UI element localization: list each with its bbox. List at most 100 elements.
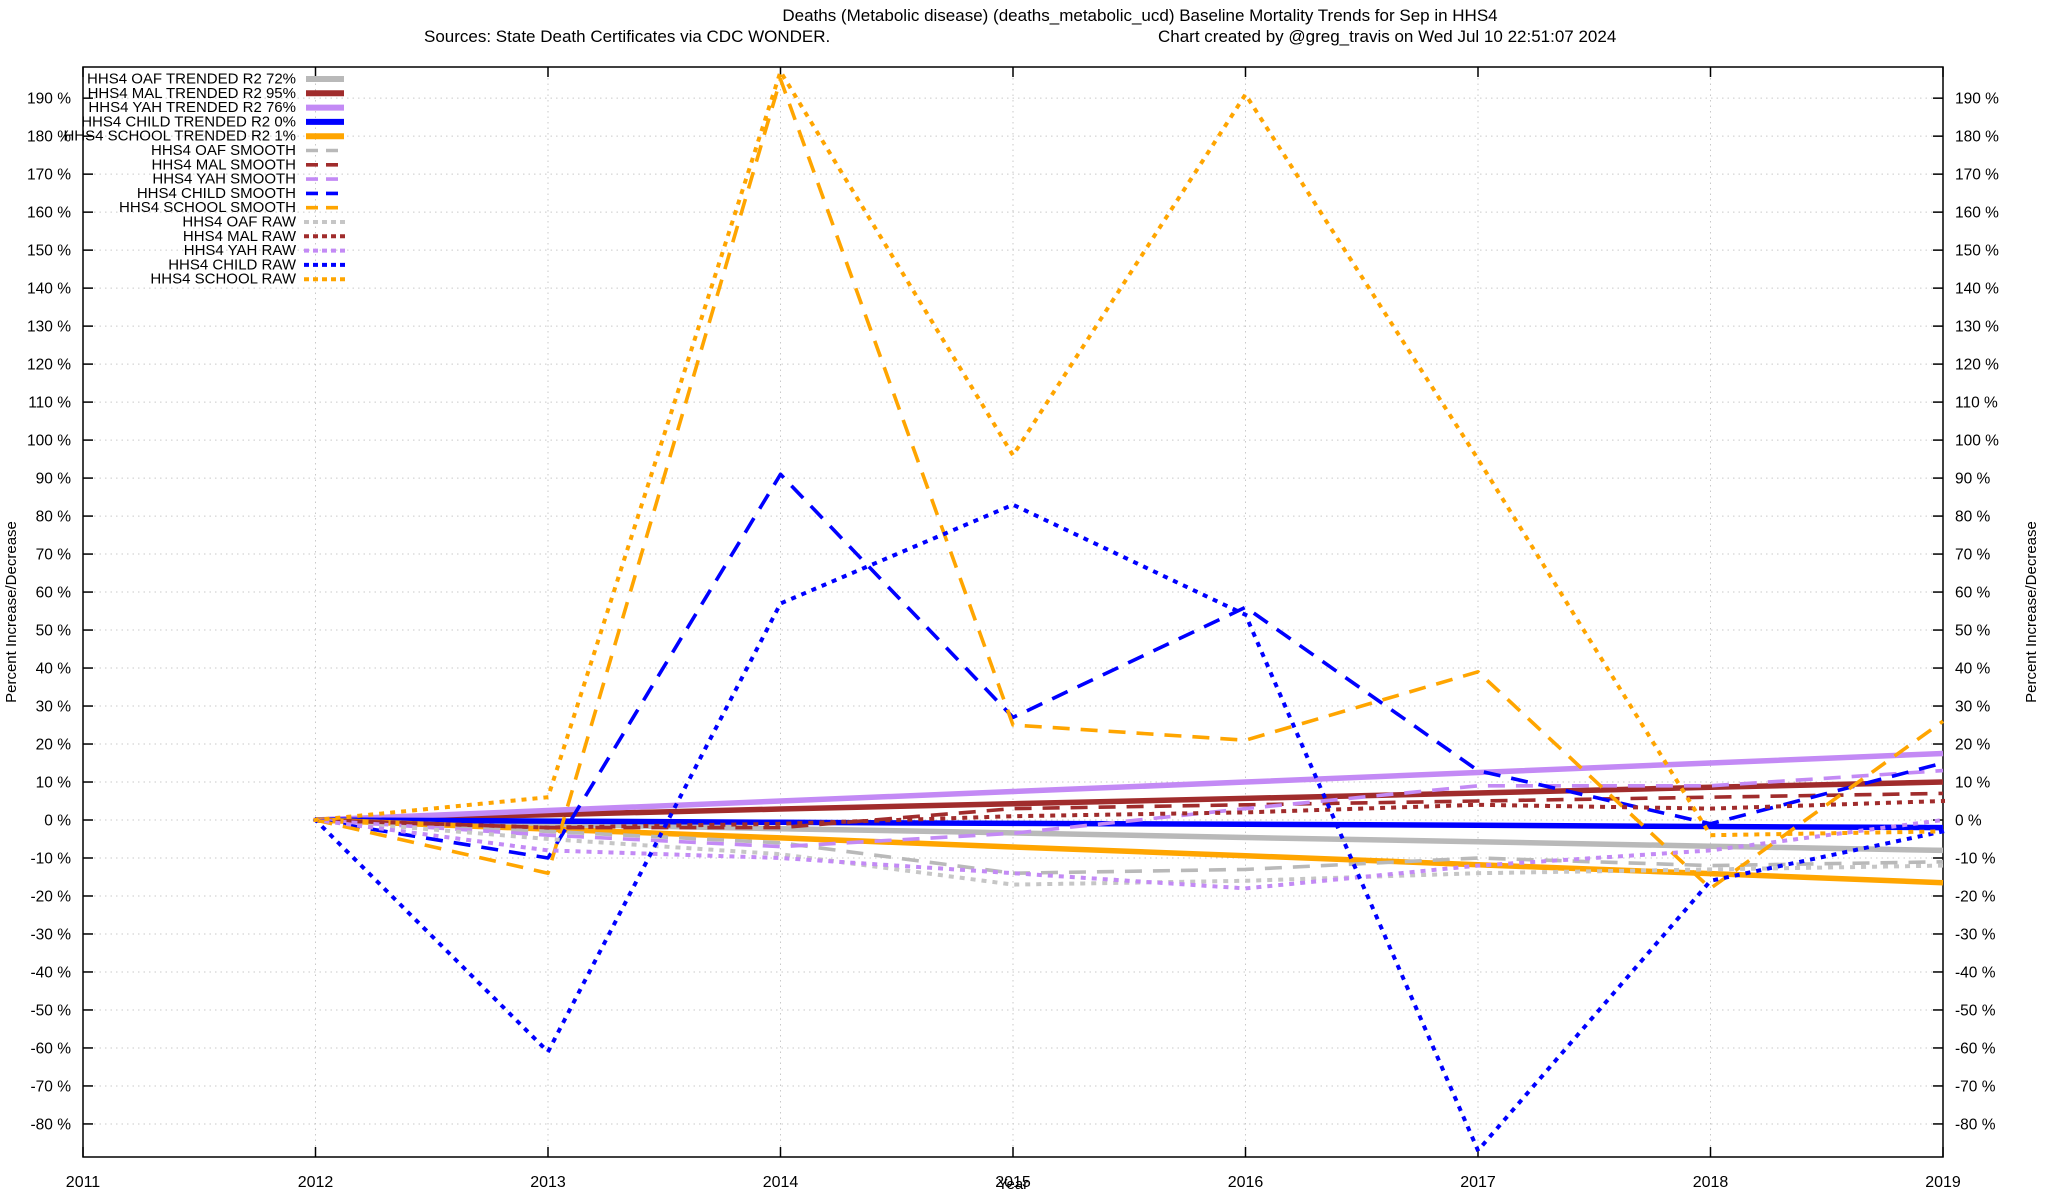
y-tick-label-left: -40 % bbox=[31, 964, 72, 981]
x-tick-label: 2011 bbox=[66, 1174, 101, 1191]
y-tick-label-right: 0 % bbox=[1955, 813, 1982, 830]
y-tick-label-left: 30 % bbox=[36, 699, 72, 716]
y-tick-label-left: 100 % bbox=[27, 433, 71, 450]
y-tick-label-right: -50 % bbox=[1955, 1002, 1996, 1019]
y-tick-label-left: 10 % bbox=[36, 775, 72, 792]
legend-label-hhs4-child-trended: HHS4 CHILD TRENDED R2 0% bbox=[81, 113, 296, 130]
x-tick-label: 2017 bbox=[1460, 1174, 1496, 1191]
x-tick-label: 2014 bbox=[763, 1174, 799, 1191]
x-tick-label: 2013 bbox=[530, 1174, 566, 1191]
y-tick-label-right: 60 % bbox=[1955, 585, 1991, 602]
plot-area: -80 % -80 % -70 % -70 % -60 % -60 % -50 % -50 %… bbox=[27, 66, 1999, 1191]
series-line-hhs4-school-smooth bbox=[315, 77, 1945, 891]
y-tick-label-right: -80 % bbox=[1955, 1116, 1996, 1133]
y-tick-label-left: 60 % bbox=[36, 585, 72, 602]
series-line-hhs4-child-smooth bbox=[315, 472, 1944, 860]
y-tick-label-right: 30 % bbox=[1955, 699, 1991, 716]
y-tick-label-right: 80 % bbox=[1955, 509, 1991, 526]
legend-label-hhs4-child-raw: HHS4 CHILD RAW bbox=[168, 256, 297, 273]
series-line-hhs4-child-raw bbox=[312, 502, 1946, 1153]
legend-label-hhs4-oaf-raw: HHS4 OAF RAW bbox=[182, 214, 296, 231]
y-tick-label-right: -60 % bbox=[1955, 1040, 1996, 1057]
y-tick-label-left: 90 % bbox=[36, 471, 72, 488]
y-tick-label-right: 140 % bbox=[1955, 281, 1999, 298]
series-line-hhs4-oaf-smooth bbox=[315, 818, 1944, 876]
y-tick-label-right: 70 % bbox=[1955, 547, 1991, 564]
chart-title: Deaths (Metabolic disease) (deaths_metab… bbox=[782, 6, 1497, 25]
chart-subtitle-credit: Chart created by @greg_travis on Wed Jul… bbox=[1158, 27, 1616, 46]
y-tick-label-left: 40 % bbox=[36, 661, 72, 678]
x-tick-label: 2015 bbox=[995, 1174, 1031, 1191]
series-line-hhs4-mal-smooth bbox=[315, 791, 1944, 830]
y-axis-label-left: Percent Increase/Decrease bbox=[3, 521, 20, 703]
y-tick-label-left: 0 % bbox=[44, 813, 71, 830]
x-tick-label: 2016 bbox=[1228, 1174, 1264, 1191]
y-tick-label-right: 190 % bbox=[1955, 91, 1999, 108]
y-tick-label-left: -50 % bbox=[31, 1002, 72, 1019]
y-tick-label-right: 10 % bbox=[1955, 775, 1991, 792]
y-tick-label-right: 130 % bbox=[1955, 319, 1999, 336]
series-line-hhs4-child-trended bbox=[315, 817, 1944, 831]
y-tick-label-left: -80 % bbox=[31, 1116, 72, 1133]
y-tick-label-left: 70 % bbox=[36, 547, 72, 564]
legend-label-hhs4-school-trended: HHS4 SCHOOL TRENDED R2 1% bbox=[63, 128, 296, 145]
x-axis-label: Year bbox=[998, 1176, 1028, 1193]
y-tick-label-left: -60 % bbox=[31, 1040, 72, 1057]
legend-label-hhs4-school-smooth: HHS4 SCHOOL SMOOTH bbox=[119, 199, 296, 216]
x-tick-label: 2012 bbox=[298, 1174, 334, 1191]
y-tick-label-right: 120 % bbox=[1955, 357, 1999, 374]
legend-label-hhs4-mal-trended: HHS4 MAL TRENDED R2 95% bbox=[88, 85, 296, 102]
y-tick-label-left: 110 % bbox=[28, 395, 71, 412]
y-tick-label-right: 90 % bbox=[1955, 471, 1991, 488]
legend-label-hhs4-yah-trended: HHS4 YAH TRENDED R2 76% bbox=[88, 99, 296, 116]
y-tick-label-left: 160 % bbox=[27, 205, 71, 222]
legend-label-hhs4-school-raw: HHS4 SCHOOL RAW bbox=[150, 271, 296, 288]
y-tick-label-right: -70 % bbox=[1955, 1078, 1996, 1095]
legend-label-hhs4-mal-smooth: HHS4 MAL SMOOTH bbox=[152, 156, 296, 173]
y-tick-label-right: -20 % bbox=[1955, 888, 1996, 905]
legend-label-hhs4-mal-raw: HHS4 MAL RAW bbox=[183, 228, 297, 245]
y-tick-label-left: 150 % bbox=[27, 243, 71, 260]
y-tick-label-left: -20 % bbox=[31, 888, 72, 905]
y-tick-label-right: 40 % bbox=[1955, 661, 1991, 678]
y-tick-label-left: -70 % bbox=[31, 1078, 72, 1095]
y-tick-label-left: 120 % bbox=[27, 357, 71, 374]
y-tick-label-left: 50 % bbox=[36, 623, 72, 640]
legend-label-hhs4-oaf-smooth: HHS4 OAF SMOOTH bbox=[151, 142, 296, 159]
y-tick-label-right: -10 % bbox=[1955, 851, 1996, 868]
y-tick-label-right: 170 % bbox=[1955, 167, 1999, 184]
y-tick-label-right: 180 % bbox=[1955, 129, 1999, 146]
y-tick-label-right: 20 % bbox=[1955, 737, 1991, 754]
y-tick-label-left: 20 % bbox=[36, 737, 72, 754]
series-line-hhs4-mal-raw bbox=[313, 798, 1946, 830]
y-tick-label-right: 50 % bbox=[1955, 623, 1991, 640]
series-line-hhs4-mal-trended bbox=[315, 779, 1944, 823]
series-line-hhs4-oaf-trended bbox=[315, 817, 1944, 854]
y-tick-label-right: -40 % bbox=[1955, 964, 1996, 981]
x-tick-label: 2019 bbox=[1925, 1174, 1961, 1191]
y-tick-label-left: -30 % bbox=[31, 926, 72, 943]
y-tick-label-right: 150 % bbox=[1955, 243, 1999, 260]
series-line-hhs4-school-trended bbox=[315, 817, 1944, 886]
series-line-hhs4-yah-trended bbox=[315, 750, 1944, 823]
y-tick-label-left: 130 % bbox=[27, 319, 71, 336]
y-tick-label-left: 80 % bbox=[36, 509, 72, 526]
series-line-hhs4-yah-smooth bbox=[315, 768, 1944, 849]
series-line-hhs4-school-raw bbox=[313, 69, 1946, 838]
y-tick-label-left: -10 % bbox=[31, 851, 72, 868]
legend-label-hhs4-oaf-trended: HHS4 OAF TRENDED R2 72% bbox=[87, 71, 296, 88]
y-tick-label-left: 180 % bbox=[27, 129, 71, 146]
y-tick-label-left: 140 % bbox=[27, 281, 71, 298]
y-tick-label-right: 110 % bbox=[1955, 395, 1998, 412]
legend-label-hhs4-yah-smooth: HHS4 YAH SMOOTH bbox=[152, 171, 296, 188]
y-tick-label-right: 160 % bbox=[1955, 205, 1999, 222]
y-axis-label-right: Percent Increase/Decrease bbox=[2023, 521, 2040, 703]
y-tick-label-left: 170 % bbox=[27, 167, 71, 184]
y-tick-label-right: 100 % bbox=[1955, 433, 1999, 450]
legend-label-hhs4-yah-raw: HHS4 YAH RAW bbox=[184, 242, 297, 259]
series-line-hhs4-yah-raw bbox=[313, 817, 1946, 891]
x-tick-label: 2018 bbox=[1693, 1174, 1729, 1191]
legend-label-hhs4-child-smooth: HHS4 CHILD SMOOTH bbox=[137, 185, 296, 202]
